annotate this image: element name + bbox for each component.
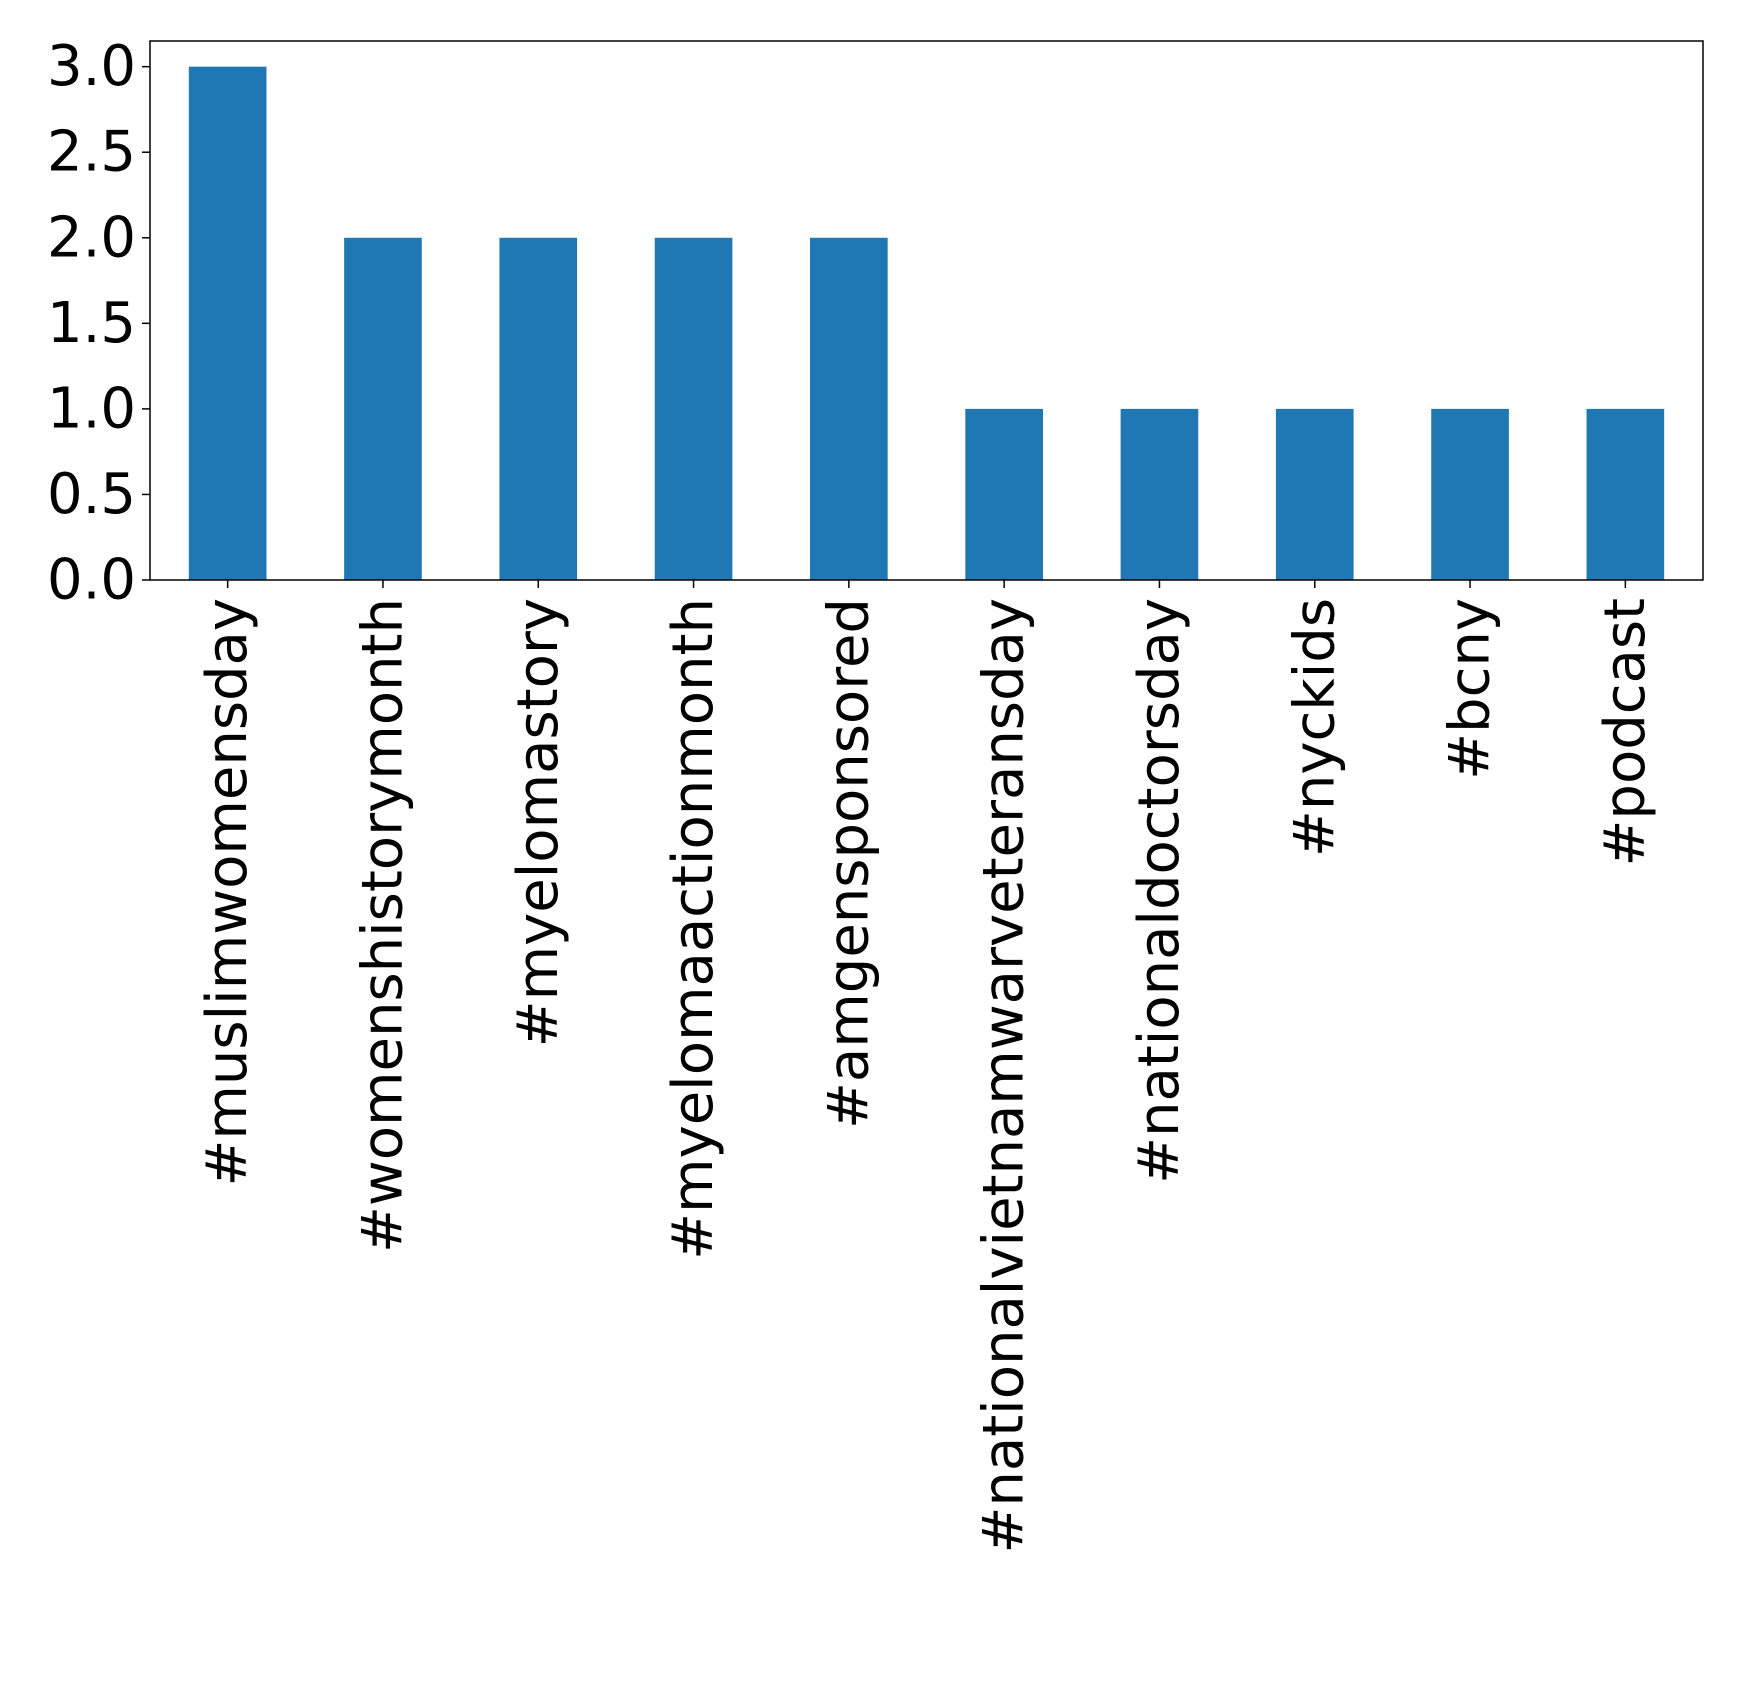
bar bbox=[810, 237, 888, 580]
x-tick-label: #podcast bbox=[1593, 598, 1658, 867]
x-tick-label: #muslimwomensday bbox=[195, 598, 260, 1187]
x-tick-label: #nyckids bbox=[1282, 598, 1347, 857]
x-tick-label: #myelomastory bbox=[506, 598, 571, 1047]
y-tick-label: 2.0 bbox=[47, 205, 136, 270]
bar bbox=[1431, 408, 1509, 580]
x-axis: #muslimwomensday #womenshistorymonth #myel… bbox=[195, 580, 1658, 1554]
bar bbox=[1586, 408, 1665, 580]
y-tick-label: 2.5 bbox=[47, 120, 136, 185]
y-tick-label: 0.5 bbox=[47, 462, 136, 527]
bar bbox=[499, 237, 578, 580]
y-tick-label: 0.0 bbox=[47, 548, 136, 613]
x-tick-label: #nationaldoctorsday bbox=[1127, 598, 1192, 1184]
x-tick-label: #bcny bbox=[1438, 598, 1503, 780]
y-tick-label: 1.0 bbox=[47, 376, 136, 441]
y-axis: 0.0 0.5 1.0 1.5 2.0 2.5 3.0 bbox=[47, 34, 150, 613]
x-tick-label: #womenshistorymonth bbox=[350, 598, 415, 1253]
bar bbox=[654, 237, 733, 580]
bar bbox=[1275, 408, 1354, 580]
bars-group bbox=[188, 66, 1665, 580]
y-tick-label: 3.0 bbox=[47, 34, 136, 99]
y-tick-label: 1.5 bbox=[47, 291, 136, 356]
x-tick-label: #amgensponsored bbox=[816, 598, 881, 1129]
bar bbox=[1120, 408, 1199, 580]
x-tick-label: #myelomaactionmonth bbox=[661, 598, 726, 1260]
bar bbox=[965, 408, 1043, 580]
bar bbox=[344, 237, 422, 580]
bar bbox=[188, 66, 267, 580]
x-tick-label: #nationalvietnamwarveteransday bbox=[972, 598, 1037, 1554]
plot-frame bbox=[149, 40, 1704, 581]
